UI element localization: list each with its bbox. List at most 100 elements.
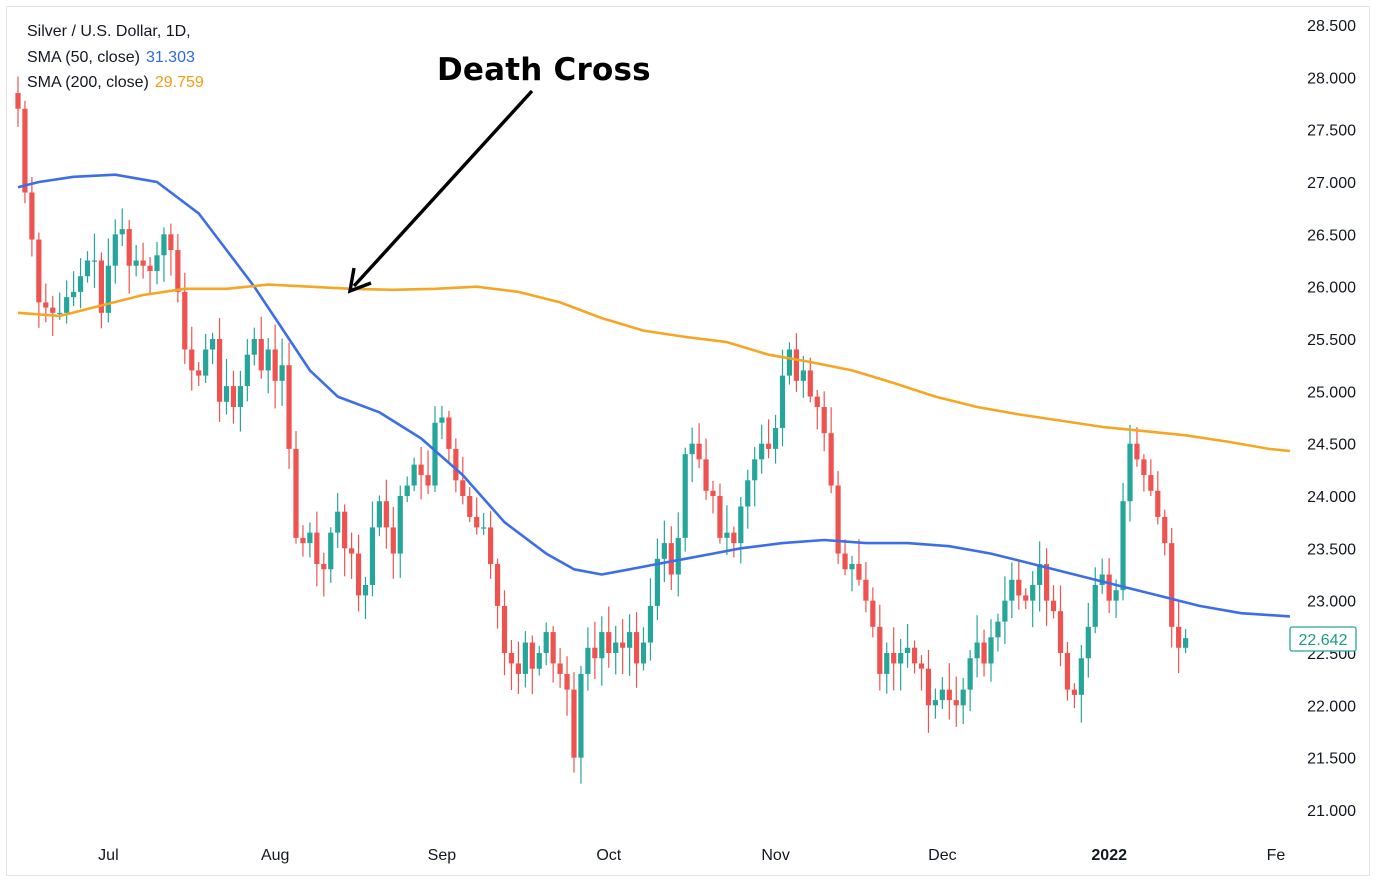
candle-body	[1037, 564, 1043, 585]
candle-body	[50, 307, 56, 313]
chart-legend: Silver / U.S. Dollar, 1D, SMA (50, close…	[27, 19, 204, 96]
candle-body	[633, 632, 640, 664]
candle-body	[223, 386, 230, 402]
candle-body	[453, 448, 459, 481]
y-tick-label: 28.500	[1307, 18, 1356, 35]
candle-body	[1078, 658, 1084, 695]
x-tick-label: Aug	[261, 847, 289, 864]
candle-body	[1023, 595, 1029, 601]
sma50-line	[17, 173, 1290, 618]
candle-body	[1057, 611, 1064, 653]
candle-body	[960, 689, 966, 706]
candle-body	[508, 653, 515, 664]
candle-body	[759, 443, 765, 460]
candle-body	[1162, 516, 1168, 544]
x-axis: Jul Aug Sep Oct Nov Dec 2022 Fe	[98, 847, 1285, 864]
candle-body	[696, 443, 702, 460]
x-tick-label: Oct	[596, 847, 621, 864]
candle-body	[842, 553, 848, 570]
candle-body	[946, 689, 952, 701]
candle-body	[258, 339, 264, 371]
y-tick-label: 27.000	[1307, 175, 1356, 192]
price-badge: 22.642	[1289, 626, 1357, 652]
candle-body	[418, 464, 424, 476]
candle-body	[77, 276, 84, 292]
candle-body	[578, 673, 584, 758]
candle-body	[724, 532, 730, 538]
candle-body	[1099, 574, 1105, 585]
sma200-line	[17, 283, 1291, 453]
y-tick-label: 24.500	[1307, 437, 1356, 454]
candle-body	[335, 511, 341, 533]
x-tick-label: Sep	[428, 847, 457, 864]
y-tick-label: 24.000	[1307, 489, 1356, 506]
candle-body	[64, 297, 70, 313]
candle-body	[1092, 584, 1098, 627]
candle-body	[786, 349, 793, 376]
candle-body	[592, 647, 598, 659]
candle-body	[939, 689, 945, 701]
y-tick-label: 25.500	[1307, 332, 1356, 349]
candle-body	[1113, 590, 1119, 601]
candle-body	[911, 647, 918, 664]
candle-body	[36, 239, 42, 303]
candle-body	[286, 365, 292, 449]
candles-group	[15, 76, 1189, 784]
sma-lines-group	[17, 173, 1291, 618]
candle-body	[84, 260, 91, 277]
candle-body	[1009, 579, 1015, 601]
candle-body	[488, 527, 494, 565]
candle-body	[1085, 626, 1091, 659]
candle-body	[98, 260, 104, 313]
candle-body	[1044, 564, 1050, 601]
candle-body	[1120, 501, 1126, 591]
candle-body	[1050, 600, 1057, 612]
candle-body	[571, 689, 577, 758]
legend-sma200-label: SMA (200, close)	[27, 74, 149, 91]
price-badge-text: 22.642	[1299, 632, 1348, 649]
candle-body	[279, 365, 285, 381]
candle-body	[154, 255, 160, 271]
candle-body	[1071, 689, 1077, 695]
candle-body	[543, 632, 549, 653]
candle-body	[585, 647, 591, 674]
candle-body	[460, 480, 466, 496]
candle-body	[974, 642, 980, 659]
candle-body	[230, 386, 237, 408]
candle-body	[404, 485, 410, 496]
candle-body	[328, 532, 334, 570]
candle-body	[494, 564, 501, 606]
y-tick-label: 26.500	[1307, 227, 1356, 244]
candle-body	[1002, 600, 1008, 622]
candle-body	[210, 339, 216, 350]
candle-body	[654, 558, 660, 606]
x-tick-label: Fe	[1267, 847, 1286, 864]
candle-body	[161, 234, 167, 256]
candle-body	[119, 229, 125, 235]
candle-body	[599, 632, 605, 659]
candle-body	[397, 496, 403, 554]
y-tick-label: 26.000	[1307, 280, 1356, 297]
candle-body	[182, 291, 188, 350]
candle-body	[647, 605, 654, 643]
candle-body	[745, 480, 751, 507]
candle-body	[314, 532, 320, 565]
candle-body	[411, 464, 417, 486]
candle-body	[905, 647, 911, 653]
candle-body	[29, 192, 35, 240]
legend-sma200-value: 29.759	[154, 74, 204, 91]
candle-body	[717, 496, 723, 538]
candle-body	[91, 260, 98, 262]
candle-body	[1141, 459, 1147, 476]
candle-body	[988, 637, 994, 664]
candle-body	[383, 501, 389, 528]
candle-body	[800, 370, 806, 381]
candle-body	[133, 260, 139, 266]
candle-body	[216, 339, 223, 402]
candle-body	[863, 579, 869, 601]
price-badge-box	[1289, 626, 1357, 652]
candle-body	[925, 668, 932, 706]
candle-body	[898, 653, 904, 664]
candle-body	[147, 265, 153, 271]
